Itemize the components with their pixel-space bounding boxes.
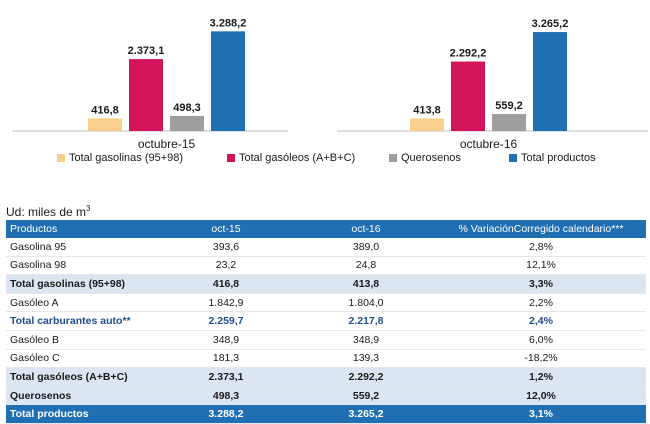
table-cell: Gasolina 95 bbox=[6, 238, 156, 257]
legend-swatch bbox=[57, 154, 65, 162]
bar bbox=[410, 118, 444, 131]
header-oct-16: oct-16 bbox=[296, 220, 436, 238]
table-cell: 348,9 bbox=[296, 330, 436, 350]
table-cell: 3,1% bbox=[436, 404, 646, 424]
table-header-row: Productos oct-15 oct-16 % VariaciónCorre… bbox=[6, 220, 646, 238]
bar bbox=[129, 59, 163, 132]
legend-label: Querosenos bbox=[401, 152, 461, 164]
table-cell: 6,0% bbox=[436, 330, 646, 350]
table-cell: 2.259,7 bbox=[156, 311, 296, 331]
table-row: Gasóleo A 1.842,9 1.804,0 2,2% bbox=[6, 293, 646, 313]
table-cell: 559,2 bbox=[296, 385, 436, 406]
data-label: 498,3 bbox=[173, 102, 201, 114]
legend-label: Total productos bbox=[521, 152, 596, 164]
table-cell: Total gasóleos (A+B+C) bbox=[6, 367, 156, 387]
table-cell: 1.842,9 bbox=[156, 293, 296, 313]
table-cell: Gasóleo C bbox=[6, 349, 156, 369]
legend-item: Querosenos bbox=[389, 152, 461, 164]
unit-label: Ud: miles de m3 bbox=[6, 204, 91, 219]
table-row: Total productos 3.288,2 3.265,2 3,1% bbox=[6, 404, 646, 424]
table-cell: 2,8% bbox=[436, 238, 646, 257]
data-label: 2.373,1 bbox=[128, 45, 165, 57]
header-productos: Productos bbox=[6, 220, 156, 238]
legend-item: Total productos bbox=[509, 152, 596, 164]
table-cell: 2.373,1 bbox=[156, 367, 296, 387]
table-row: Total carburantes auto** 2.259,7 2.217,8 2,… bbox=[6, 311, 646, 331]
table-cell: Gasóleo B bbox=[6, 330, 156, 350]
table-cell: Total carburantes auto** bbox=[6, 311, 156, 331]
table-row: Total gasolinas (95+98) 416,8 413,8 3,3% bbox=[6, 274, 646, 294]
legend-item: Total gasolinas (95+98) bbox=[57, 152, 183, 164]
legend-label: Total gasolinas (95+98) bbox=[69, 152, 184, 164]
data-label: 2.292,2 bbox=[450, 48, 487, 60]
category-label: octubre-15 bbox=[138, 137, 196, 151]
header-variacion: % VariaciónCorregido calendario*** bbox=[436, 220, 646, 238]
category-label: octubre-16 bbox=[460, 137, 518, 151]
legend-item: Total gasóleos (A+B+C) bbox=[227, 152, 355, 164]
table-cell: 2,2% bbox=[436, 293, 646, 313]
table-cell: 416,8 bbox=[156, 274, 296, 294]
bar bbox=[211, 31, 245, 132]
table-cell: Total productos bbox=[6, 404, 156, 424]
table-cell: 2.217,8 bbox=[296, 311, 436, 331]
data-table: Productos oct-15 oct-16 % VariaciónCorre… bbox=[6, 220, 646, 424]
table-cell: 498,3 bbox=[156, 385, 296, 406]
data-label: 3.288,2 bbox=[210, 17, 247, 29]
table-cell: Total gasolinas (95+98) bbox=[6, 274, 156, 294]
table-row: Gasóleo C 181,3 139,3 -18,2% bbox=[6, 349, 646, 369]
chart-legend: Total gasolinas (95+98) Total gasóleos (A… bbox=[0, 152, 650, 172]
table-row: Querosenos 498,3 559,2 12,0% bbox=[6, 385, 646, 406]
table-cell: 181,3 bbox=[156, 349, 296, 369]
data-label: 559,2 bbox=[495, 100, 523, 112]
legend-swatch bbox=[227, 154, 235, 162]
table-cell: 23,2 bbox=[156, 256, 296, 276]
table-cell: 3.288,2 bbox=[156, 404, 296, 424]
table-cell: 139,3 bbox=[296, 349, 436, 369]
table-row: Gasolina 98 23,2 24,8 12,1% bbox=[6, 256, 646, 276]
table-cell: 24,8 bbox=[296, 256, 436, 276]
table-cell: Querosenos bbox=[6, 385, 156, 406]
bar bbox=[170, 115, 204, 131]
bar bbox=[492, 114, 526, 131]
legend-swatch bbox=[389, 154, 397, 162]
table-cell: 12,0% bbox=[436, 385, 646, 406]
bar-chart: 416,8 2.373,1 498,3 3.288,2 octubre-15 413,8 2… bbox=[12, 17, 648, 151]
table-cell: 393,6 bbox=[156, 238, 296, 257]
table-cell: 3,3% bbox=[436, 274, 646, 294]
table-cell: 348,9 bbox=[156, 330, 296, 350]
table-cell: 2,4% bbox=[436, 311, 646, 331]
table-cell: Gasolina 98 bbox=[6, 256, 156, 276]
data-label: 3.265,2 bbox=[532, 18, 569, 30]
bar bbox=[533, 32, 567, 131]
table-row: Gasolina 95 393,6 389,0 2,8% bbox=[6, 238, 646, 257]
data-label: 413,8 bbox=[413, 104, 441, 116]
table-cell: 12,1% bbox=[436, 256, 646, 276]
table-row: Gasóleo B 348,9 348,9 6,0% bbox=[6, 330, 646, 350]
table-row: Total gasóleos (A+B+C) 2.373,1 2.292,2 1,2% bbox=[6, 367, 646, 387]
table-cell: 1.804,0 bbox=[296, 293, 436, 313]
bar bbox=[451, 61, 485, 131]
table-body: Gasolina 95 393,6 389,0 2,8% Gasolina 98 23,2… bbox=[6, 238, 646, 424]
legend-swatch bbox=[509, 154, 517, 162]
table-cell: -18,2% bbox=[436, 349, 646, 369]
data-label: 416,8 bbox=[91, 104, 119, 116]
table-cell: 3.265,2 bbox=[296, 404, 436, 424]
table-cell: 2.292,2 bbox=[296, 367, 436, 387]
table-cell: 1,2% bbox=[436, 367, 646, 387]
header-oct-15: oct-15 bbox=[156, 220, 296, 238]
table-cell: Gasóleo A bbox=[6, 293, 156, 313]
table-cell: 389,0 bbox=[296, 238, 436, 257]
bar bbox=[88, 118, 122, 131]
table-cell: 413,8 bbox=[296, 274, 436, 294]
legend-label: Total gasóleos (A+B+C) bbox=[239, 152, 356, 164]
